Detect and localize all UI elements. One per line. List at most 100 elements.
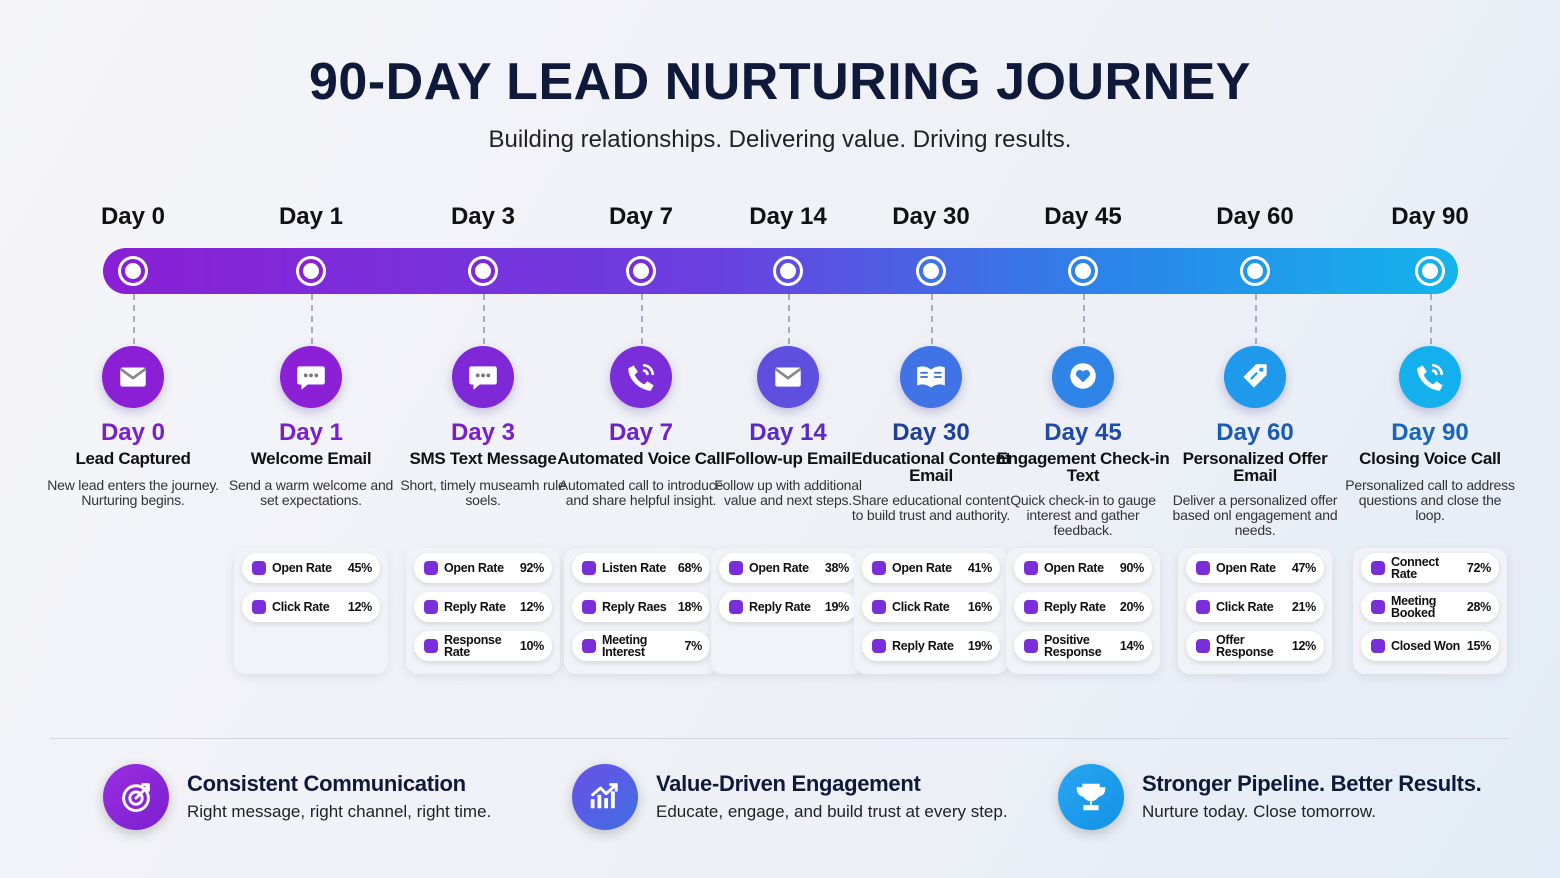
metric-pill: Click Rate 12% (242, 592, 380, 622)
stage-title: Personalized Offer Email (1182, 449, 1328, 485)
metric-label: Meeting Booked (1391, 594, 1437, 620)
page-title: 90-DAY LEAD NURTURING JOURNEY (309, 53, 1251, 111)
metric-label: Click Rate (892, 600, 950, 614)
connector (641, 294, 643, 344)
metric-icon (1371, 561, 1385, 575)
timeline-day-label: Day 7 (608, 203, 674, 230)
stage-day: Day 7 (608, 419, 674, 446)
icon-glyph (469, 366, 497, 390)
icon-glyph (1243, 364, 1267, 388)
stage-title: Automated Voice Call (557, 449, 725, 468)
icon-glyph (122, 783, 150, 812)
metric-icon (1371, 639, 1385, 653)
stage-description: New lead enters the journey. Nurturing b… (47, 477, 219, 508)
metric-value: 92% (519, 561, 544, 575)
metric-value: 41% (967, 561, 992, 575)
icon-glyph (917, 366, 945, 388)
connector (931, 294, 933, 344)
metric-value: 12% (1291, 639, 1316, 653)
metric-pill: Reply Rate 12% (414, 592, 552, 622)
stage-icon (452, 346, 514, 408)
metric-label: Click Rate (272, 600, 330, 614)
stage-icon (610, 346, 672, 408)
metric-label: Listen Rate (602, 561, 667, 575)
metric-pill: Open Rate 90% (1014, 553, 1152, 583)
metric-icon (582, 600, 596, 614)
metric-pill: Reply Rate 19% (719, 592, 857, 622)
metric-pill: Meeting Interest 7% (572, 631, 710, 661)
stage-title: SMS Text Message (409, 449, 557, 468)
timeline-day-label: Day 30 (892, 203, 970, 230)
metric-value: 20% (1119, 600, 1144, 614)
metric-icon (1196, 639, 1210, 653)
footer-icon (103, 764, 169, 830)
connector (483, 294, 485, 344)
metric-icon (872, 561, 886, 575)
connector (311, 294, 313, 344)
metric-value: 90% (1119, 561, 1144, 575)
stage-description: Follow up with additional value and next… (714, 477, 862, 508)
metric-label: Connect Rate (1391, 555, 1439, 581)
stage-day: Day 60 (1216, 419, 1294, 446)
metric-icon (424, 561, 438, 575)
stage-title: Educational Content Email (851, 449, 1011, 485)
stage-day: Day 3 (450, 419, 516, 446)
metrics-panel: Open Rate 92% Reply Rate 12% Response Rate 10… (406, 548, 560, 674)
metric-icon (582, 561, 596, 575)
footer-text: Right message, right channel, right time… (187, 802, 492, 821)
metric-value: 38% (824, 561, 849, 575)
metric-label: Reply Rate (892, 639, 954, 653)
metric-pill: Click Rate 21% (1186, 592, 1324, 622)
divider (50, 738, 1510, 739)
stage-day: Day 90 (1391, 419, 1469, 446)
metric-value: 21% (1291, 600, 1316, 614)
timeline-node (626, 256, 656, 286)
icon-glyph (297, 366, 325, 390)
stage-description: Send a warm welcome and set expectations… (228, 477, 394, 508)
icon-glyph (1076, 783, 1106, 811)
connector (1430, 294, 1432, 344)
stage-description: Deliver a personalized offer based onl e… (1172, 492, 1338, 538)
stage-title: Engagement Check-in Text (996, 449, 1170, 485)
metric-icon (252, 561, 266, 575)
metric-pill: Reply Rate 19% (862, 631, 1000, 661)
footer-text: Educate, engage, and build trust at ever… (656, 802, 1008, 821)
icon-glyph (1417, 363, 1444, 391)
page-subtitle: Building relationships. Delivering value… (488, 126, 1072, 153)
stage-icon (900, 346, 962, 408)
connector (1083, 294, 1085, 344)
metric-value: 12% (347, 600, 372, 614)
metric-pill: Click Rate 16% (862, 592, 1000, 622)
icon-glyph (590, 783, 618, 809)
timeline-node (1240, 256, 1270, 286)
stage-icon (1052, 346, 1114, 408)
metric-value: 10% (519, 639, 544, 653)
footer-title: Stronger Pipeline. Better Results. (1142, 771, 1482, 796)
metric-icon (424, 600, 438, 614)
metric-label: Response Rate (444, 633, 502, 659)
metric-label: Meeting Interest (602, 633, 648, 659)
metric-pill: Offer Response 12% (1186, 631, 1324, 661)
icon-glyph (774, 367, 802, 387)
metric-pill: Meeting Booked 28% (1361, 592, 1499, 622)
timeline-node (773, 256, 803, 286)
metrics-panel: Open Rate 45% Click Rate 12% (234, 548, 388, 674)
metric-icon (1196, 561, 1210, 575)
timeline-day-label: Day 1 (278, 203, 344, 230)
timeline-node (118, 256, 148, 286)
metric-icon (1371, 600, 1385, 614)
icon-glyph (628, 363, 655, 391)
metric-label: Open Rate (444, 561, 504, 575)
icon-glyph (1070, 363, 1096, 389)
stage-title: Lead Captured (75, 449, 191, 468)
metrics-panel: Open Rate 41% Click Rate 16% Reply Rate 19% (854, 548, 1008, 674)
metric-pill: Reply Rate 20% (1014, 592, 1152, 622)
metrics-panel: Open Rate 38% Reply Rate 19% (711, 548, 865, 674)
footer-icon (1058, 764, 1124, 830)
metric-icon (252, 600, 266, 614)
metric-pill: Response Rate 10% (414, 631, 552, 661)
stage-day: Day 45 (1044, 419, 1122, 446)
metric-pill: Open Rate 92% (414, 553, 552, 583)
metric-pill: Reply Raes 18% (572, 592, 710, 622)
